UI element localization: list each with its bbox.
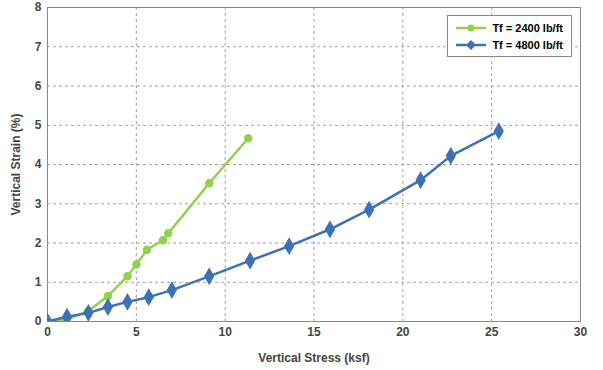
svg-text:5: 5 xyxy=(35,118,42,132)
svg-text:7: 7 xyxy=(35,40,42,54)
svg-text:Vertical Stress (ksf): Vertical Stress (ksf) xyxy=(258,351,369,365)
svg-text:1: 1 xyxy=(35,275,42,289)
svg-text:3: 3 xyxy=(35,197,42,211)
svg-text:20: 20 xyxy=(396,325,410,339)
html-text:Tf = 4800 lb/ft: Tf = 4800 lb/ft xyxy=(492,38,563,51)
html-text:Tf = 2400 lb/ft: Tf = 2400 lb/ft xyxy=(492,21,563,34)
svg-text:4: 4 xyxy=(35,157,42,171)
svg-text:8: 8 xyxy=(35,0,42,14)
svg-text:6: 6 xyxy=(35,79,42,93)
svg-text:25: 25 xyxy=(485,325,499,339)
svg-text:30: 30 xyxy=(574,325,588,339)
svg-text:0: 0 xyxy=(44,325,51,339)
svg-text:15: 15 xyxy=(307,325,321,339)
svg-text:Vertical Strain (%): Vertical Strain (%) xyxy=(9,113,23,215)
svg-text:2: 2 xyxy=(35,236,42,250)
svg-text:0: 0 xyxy=(35,314,42,328)
svg-text:5: 5 xyxy=(133,325,140,339)
svg-text:10: 10 xyxy=(218,325,232,339)
